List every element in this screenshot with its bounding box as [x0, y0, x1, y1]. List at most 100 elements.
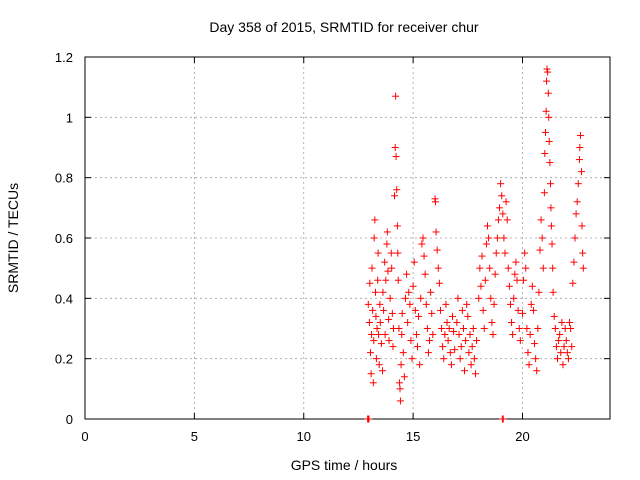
data-point	[461, 367, 469, 375]
data-point	[547, 222, 555, 230]
data-point	[556, 331, 564, 339]
data-point	[512, 258, 520, 266]
data-point	[538, 234, 546, 242]
data-point	[511, 270, 519, 278]
data-point	[445, 325, 453, 332]
data-point	[412, 331, 420, 339]
data-point	[519, 309, 526, 317]
data-point	[579, 249, 587, 257]
data-point	[501, 249, 509, 257]
data-point	[503, 216, 511, 224]
data-point	[521, 249, 529, 257]
data-point	[505, 282, 513, 290]
data-point	[385, 337, 393, 345]
data-point	[564, 355, 572, 363]
data-point	[536, 246, 544, 254]
data-point	[579, 264, 587, 272]
data-point	[393, 186, 401, 194]
data-point	[573, 198, 581, 206]
data-point	[382, 276, 390, 284]
y-tick-label: 0.8	[55, 171, 73, 186]
x-tick-label: 0	[81, 429, 88, 444]
data-point	[417, 294, 425, 302]
data-point	[572, 210, 580, 218]
data-point	[567, 325, 575, 332]
data-point	[520, 276, 528, 284]
data-point	[498, 192, 506, 200]
data-point	[480, 325, 488, 332]
data-point	[366, 349, 374, 357]
data-point	[493, 234, 501, 242]
data-point	[508, 318, 516, 326]
x-tick-label: 15	[406, 429, 420, 444]
data-point	[481, 276, 489, 284]
data-point	[469, 325, 477, 332]
data-point	[467, 361, 475, 369]
data-point	[478, 252, 486, 260]
data-point	[375, 361, 383, 369]
data-point	[554, 355, 561, 363]
data-point	[490, 300, 498, 308]
data-point	[563, 349, 571, 357]
data-point	[549, 288, 557, 296]
data-point	[514, 306, 522, 314]
data-point	[419, 234, 427, 242]
data-point	[528, 282, 536, 290]
data-point	[462, 337, 470, 345]
data-point	[453, 318, 461, 326]
data-point	[523, 325, 531, 332]
data-point	[416, 361, 424, 369]
data-point	[468, 343, 476, 351]
data-point	[486, 264, 494, 272]
data-point	[574, 180, 582, 188]
data-point	[504, 264, 512, 272]
data-point	[386, 294, 394, 302]
data-point	[375, 331, 383, 339]
data-point	[482, 240, 490, 248]
data-point	[456, 355, 464, 363]
y-tick-labels: 0 0.2 0.4 0.6 0.8 1 1.2	[55, 50, 73, 427]
data-point	[391, 144, 399, 151]
data-point	[569, 279, 577, 287]
data-point	[435, 279, 443, 287]
data-point	[489, 331, 497, 339]
data-point	[407, 337, 415, 345]
data-point	[529, 306, 537, 314]
data-point	[369, 379, 377, 387]
data-point	[365, 415, 373, 423]
y-tick-label: 0.2	[55, 352, 73, 367]
data-point	[559, 361, 567, 369]
data-point	[546, 159, 554, 167]
data-point	[420, 252, 428, 260]
data-point	[443, 318, 451, 326]
data-point	[470, 355, 478, 363]
data-point	[516, 337, 524, 345]
data-point	[432, 228, 440, 236]
data-point	[492, 249, 500, 257]
data-point	[422, 300, 430, 308]
data-point	[383, 240, 391, 248]
data-point	[384, 267, 392, 275]
data-point	[475, 294, 483, 302]
data-point	[427, 288, 435, 296]
data-point	[568, 343, 576, 351]
data-point	[479, 306, 487, 314]
data-point	[365, 318, 373, 326]
data-point	[535, 288, 543, 296]
data-point	[396, 385, 404, 393]
data-point	[494, 216, 502, 224]
data-point	[364, 300, 372, 308]
data-point	[383, 228, 391, 236]
data-point	[560, 343, 568, 351]
data-point	[562, 337, 570, 345]
data-point	[548, 240, 556, 248]
data-point	[466, 331, 474, 339]
data-point	[381, 331, 389, 339]
data-point	[388, 309, 396, 317]
data-point	[457, 343, 465, 351]
data-point	[541, 150, 549, 158]
data-point	[578, 168, 586, 176]
y-tick-label: 0.4	[55, 291, 73, 306]
data-point	[545, 137, 553, 145]
